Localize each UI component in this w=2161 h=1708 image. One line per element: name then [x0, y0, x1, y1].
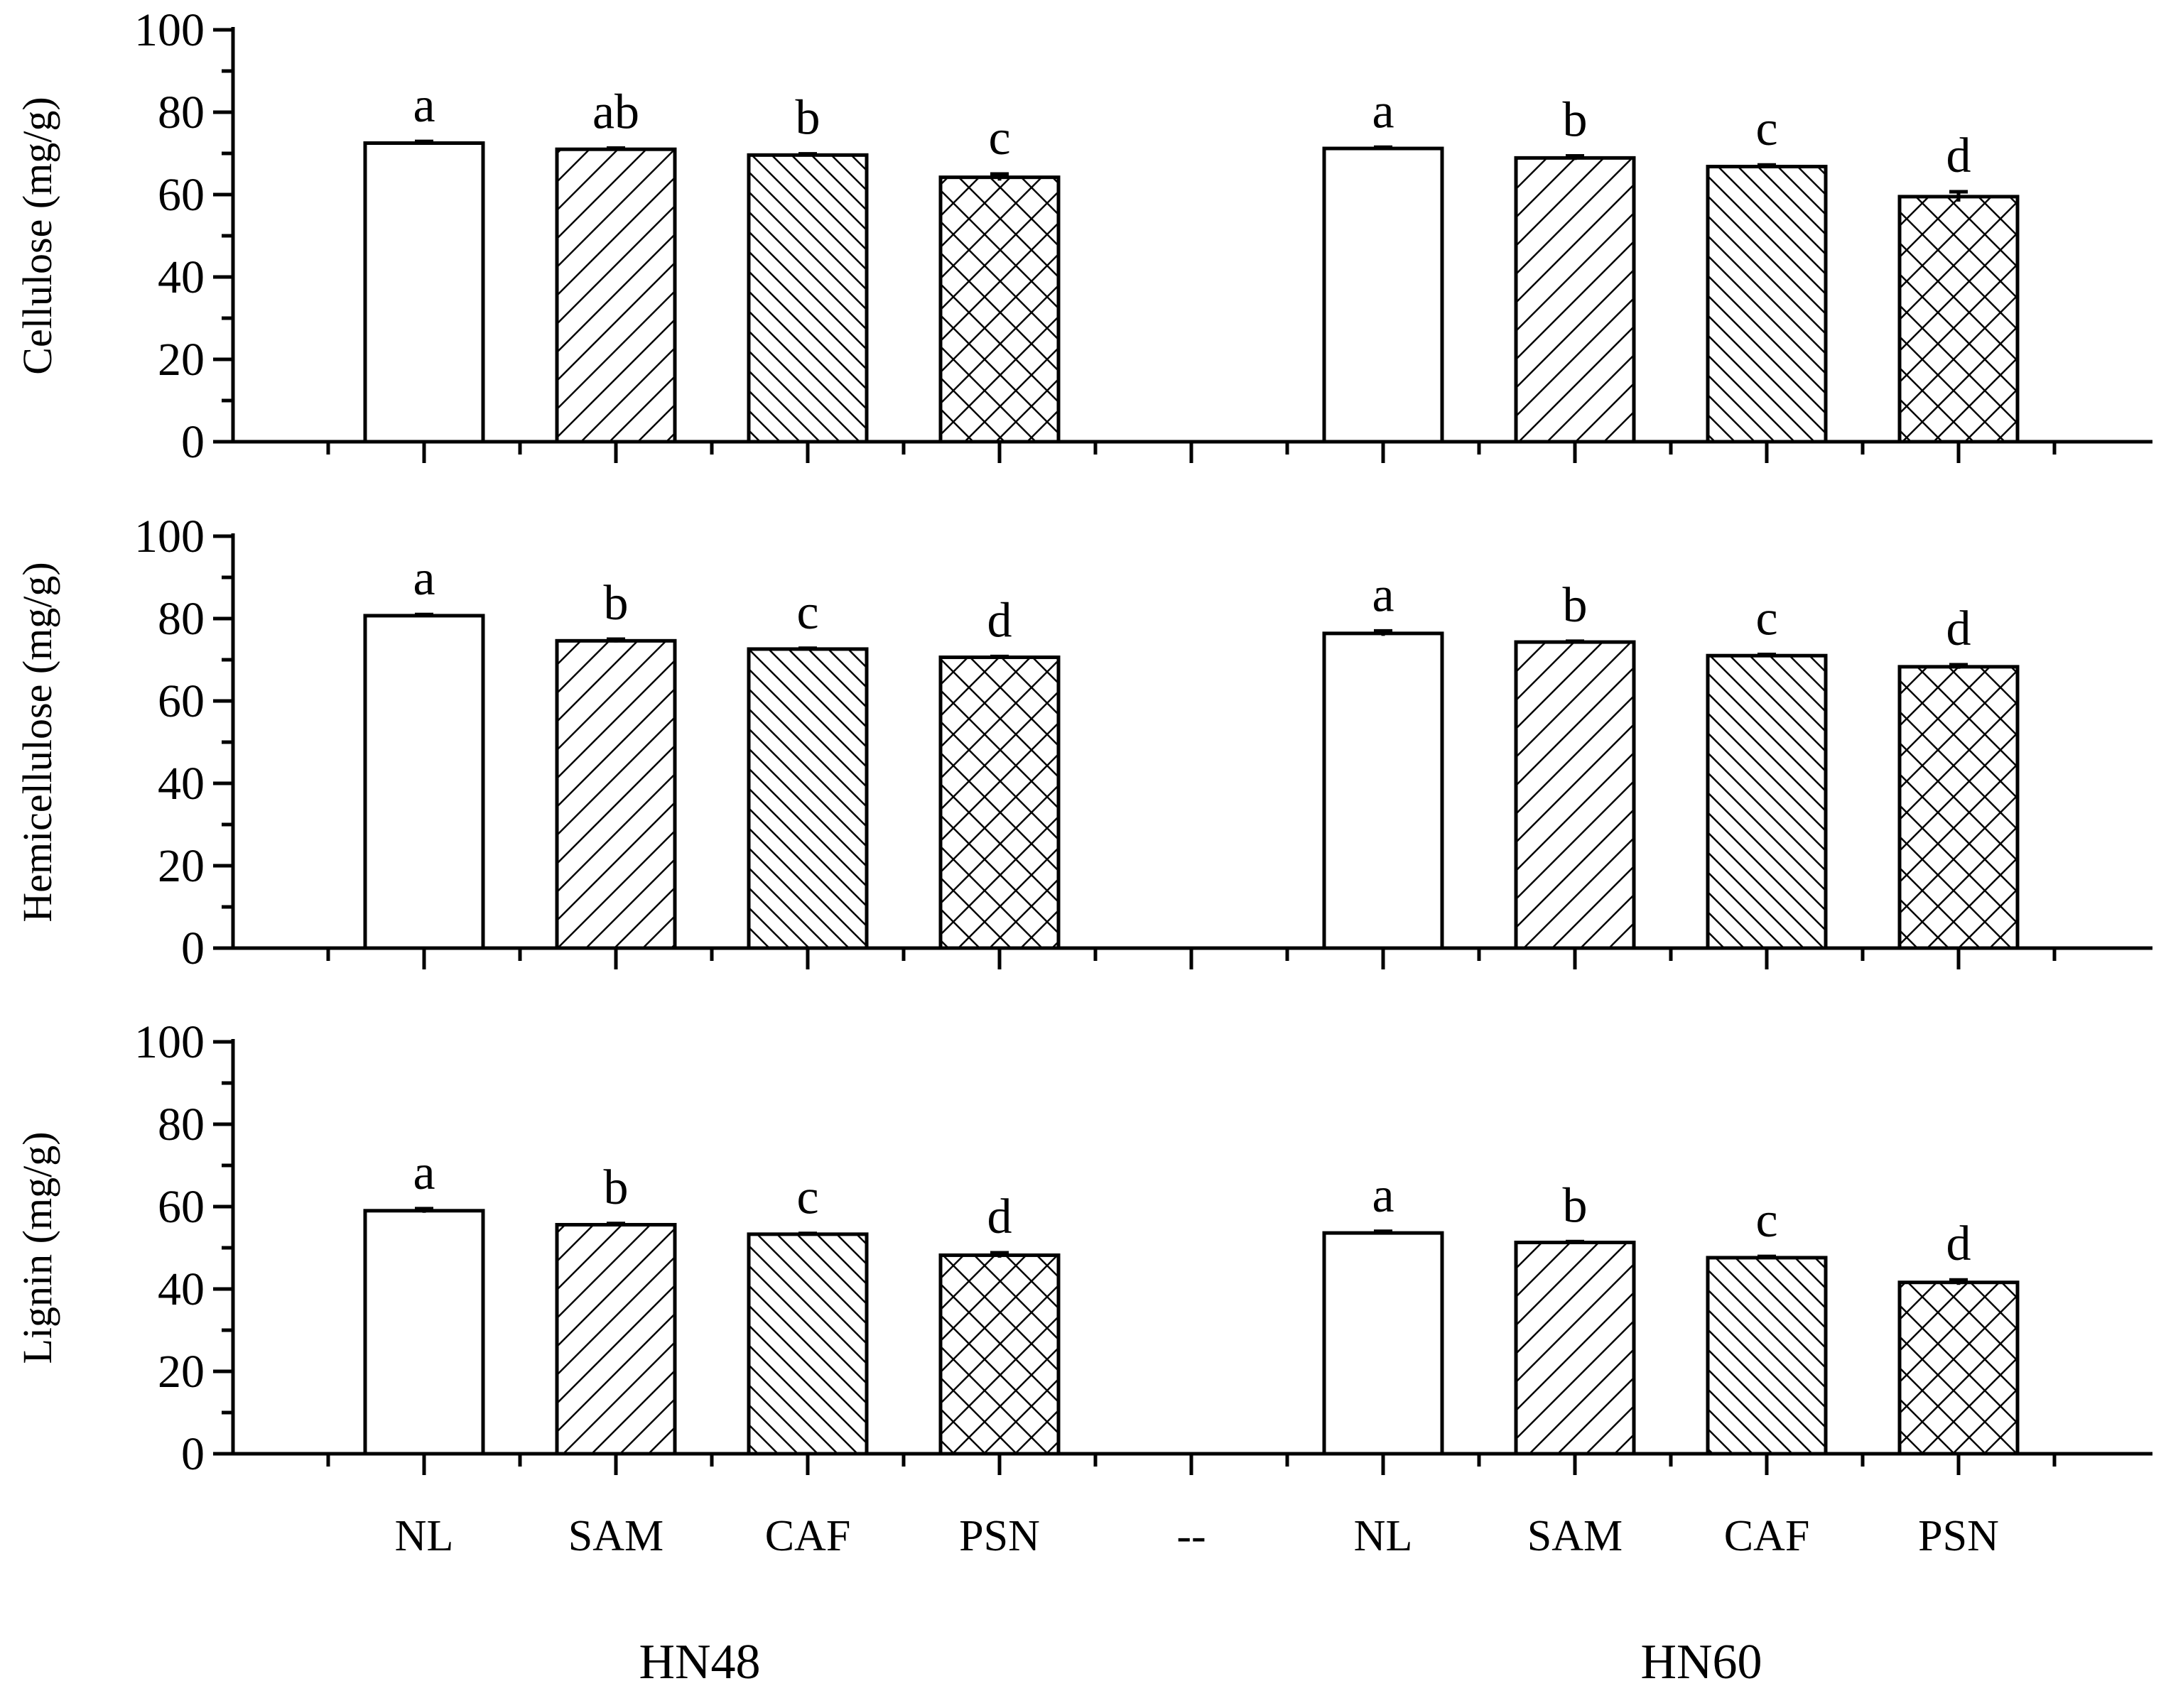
y-tick-label: 40	[158, 1263, 205, 1315]
x-category-label: CAF	[765, 1512, 851, 1560]
significance-letter: a	[413, 551, 435, 606]
bar-caf	[1706, 1256, 1828, 1456]
bar-nl	[363, 614, 485, 950]
bar-sam	[1514, 156, 1636, 444]
significance-letter: a	[1372, 1168, 1394, 1223]
bar-nl	[1322, 1231, 1444, 1456]
significance-letter: c	[1755, 591, 1777, 646]
significance-letter: c	[796, 585, 818, 640]
significance-letter: b	[604, 1160, 629, 1215]
y-tick-label: 40	[158, 758, 205, 810]
y-tick-label: 60	[158, 1181, 205, 1233]
bar-caf	[1706, 165, 1828, 444]
significance-letter: c	[1755, 1193, 1777, 1248]
significance-letter: c	[796, 1170, 818, 1225]
y-tick-label: 80	[158, 87, 205, 138]
bar-caf	[747, 647, 869, 950]
bar-psn	[938, 175, 1061, 444]
significance-letter: b	[1563, 92, 1588, 147]
significance-letter: b	[1563, 578, 1588, 633]
y-tick-label: 20	[158, 840, 205, 892]
significance-letter: b	[796, 91, 820, 146]
y-tick-label: 0	[181, 1428, 205, 1480]
y-axis-label: Hemicellulose (mg/g)	[14, 562, 60, 922]
significance-letter: d	[1946, 129, 1971, 183]
bar-caf	[747, 1232, 869, 1456]
y-tick-label: 80	[158, 1099, 205, 1151]
group-label: HN48	[639, 1635, 760, 1690]
y-tick-label: 60	[158, 169, 205, 221]
bar-nl	[363, 141, 485, 444]
significance-letter: a	[1372, 567, 1394, 622]
bar-psn	[1897, 195, 2020, 444]
significance-letter: a	[413, 1146, 435, 1200]
x-category-label: SAM	[1527, 1512, 1623, 1560]
significance-letter: d	[987, 1190, 1012, 1244]
x-category-label: CAF	[1724, 1512, 1810, 1560]
bar-sam	[1514, 640, 1636, 950]
y-tick-label: 80	[158, 593, 205, 645]
bar-sam	[555, 1223, 677, 1456]
significance-letter: c	[988, 111, 1010, 165]
bar-sam	[555, 638, 677, 950]
bar-nl	[363, 1209, 485, 1456]
bar-psn	[1897, 1280, 2020, 1456]
significance-letter: c	[1755, 102, 1777, 156]
bar-caf	[1706, 653, 1828, 950]
x-category-label: SAM	[568, 1512, 664, 1560]
y-tick-label: 20	[158, 1346, 205, 1398]
x-category-label: NL	[1354, 1512, 1413, 1560]
significance-letter: a	[1372, 84, 1394, 138]
significance-letter: d	[1946, 1217, 1971, 1271]
bar-caf	[747, 153, 869, 444]
bar-nl	[1322, 146, 1444, 444]
significance-letter: d	[1946, 602, 1971, 656]
y-tick-label: 100	[134, 4, 205, 56]
y-tick-label: 0	[181, 923, 205, 974]
significance-letter: d	[987, 593, 1012, 648]
significance-letter: ab	[592, 85, 639, 139]
x-category-label: --	[1176, 1512, 1206, 1560]
bar-psn	[1897, 665, 2020, 950]
bar-sam	[555, 147, 677, 444]
bar-psn	[938, 656, 1061, 950]
y-axis-label: Lignin (mg/g)	[14, 1131, 60, 1364]
x-category-label: PSN	[1918, 1512, 1999, 1560]
x-category-label: NL	[395, 1512, 454, 1560]
y-tick-label: 100	[134, 511, 205, 562]
y-tick-label: 40	[158, 251, 205, 303]
x-category-label: PSN	[959, 1512, 1040, 1560]
bar-nl	[1322, 631, 1444, 950]
significance-letter: b	[1563, 1178, 1588, 1233]
y-tick-label: 60	[158, 675, 205, 727]
bar-psn	[938, 1253, 1061, 1456]
y-tick-label: 100	[134, 1016, 205, 1068]
bar-sam	[1514, 1240, 1636, 1456]
y-tick-label: 0	[181, 416, 205, 468]
group-label: HN60	[1640, 1635, 1762, 1690]
significance-letter: a	[413, 78, 435, 133]
y-axis-label: Cellulose (mg/g)	[14, 97, 60, 374]
significance-letter: b	[604, 576, 629, 631]
y-tick-label: 20	[158, 334, 205, 386]
